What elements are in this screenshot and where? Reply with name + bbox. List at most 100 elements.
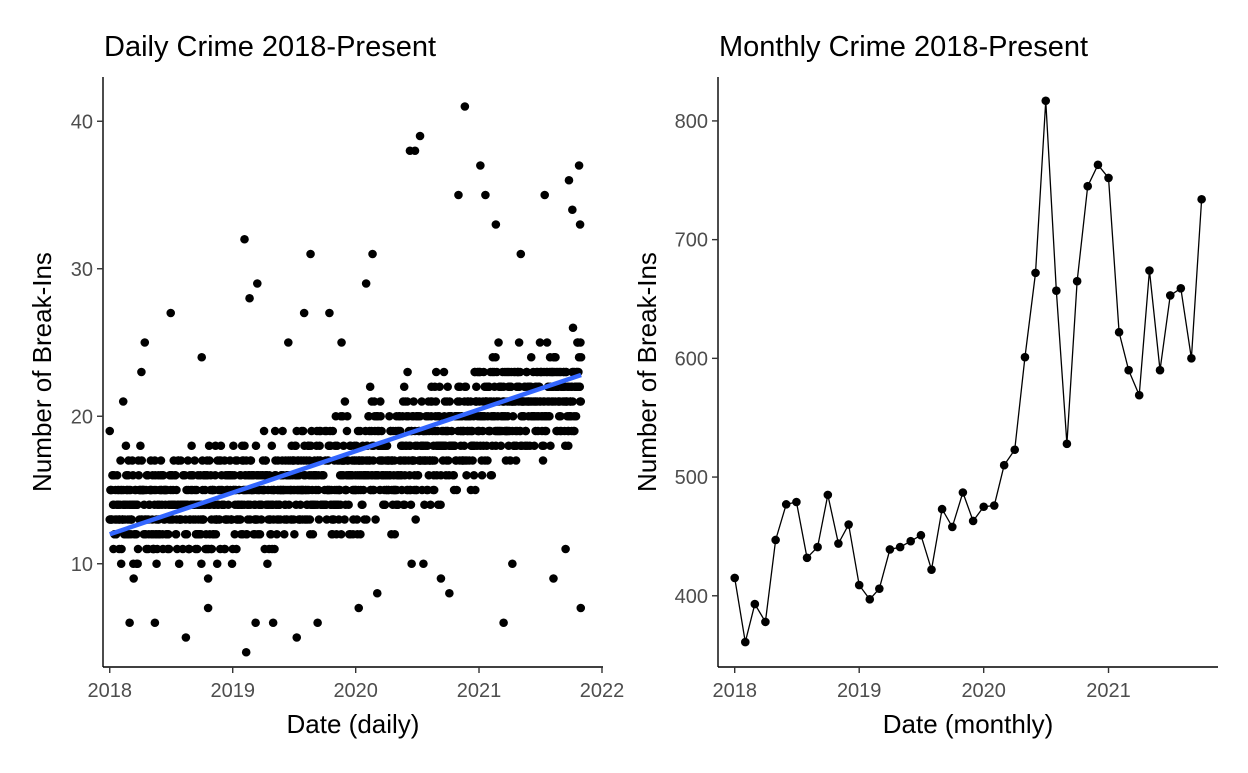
daily-point — [444, 456, 453, 465]
daily-point — [461, 382, 471, 392]
daily-point — [315, 441, 324, 451]
monthly-point — [1072, 276, 1082, 286]
monthly-point — [916, 530, 926, 540]
daily-point — [268, 618, 278, 628]
daily-point — [576, 397, 586, 406]
monthly-point — [1020, 352, 1030, 362]
daily-point — [242, 529, 252, 539]
daily-point — [483, 456, 492, 465]
monthly-point — [1010, 445, 1020, 455]
daily-point — [241, 647, 251, 657]
daily-point — [259, 426, 269, 436]
daily-point — [376, 411, 385, 421]
monthly-point — [823, 490, 833, 500]
daily-crime-panel: Daily Crime 2018-Present Date (daily) Nu… — [27, 31, 624, 739]
monthly-point — [1104, 173, 1113, 183]
monthly-x-ticks: 2018 2019 2020 2021 — [712, 667, 1131, 702]
daily-point — [403, 367, 412, 377]
daily-point — [354, 603, 364, 613]
daily-point — [477, 470, 487, 480]
daily-point — [263, 559, 272, 569]
daily-point — [298, 426, 308, 436]
daily-point — [133, 500, 142, 510]
daily-point — [257, 515, 266, 524]
daily-point — [390, 529, 400, 539]
monthly-point — [771, 535, 780, 545]
daily-point — [479, 367, 489, 377]
monthly-point — [968, 516, 978, 526]
daily-x-tick-label: 2020 — [333, 680, 378, 702]
daily-point — [361, 279, 371, 288]
daily-point — [576, 338, 585, 347]
daily-point — [319, 470, 328, 480]
monthly-x-tick-label: 2018 — [712, 680, 757, 702]
monthly-y-tick-label: 600 — [675, 348, 708, 370]
daily-point — [399, 382, 409, 392]
daily-point — [105, 426, 115, 436]
daily-point — [511, 456, 521, 465]
daily-point — [166, 308, 176, 318]
monthly-point — [750, 599, 760, 609]
daily-point — [112, 470, 122, 480]
daily-point — [454, 190, 463, 200]
daily-point — [224, 500, 233, 510]
daily-point — [576, 603, 586, 613]
monthly-point — [1083, 181, 1093, 191]
monthly-point — [1031, 268, 1040, 278]
daily-point — [436, 500, 445, 510]
daily-point — [183, 456, 193, 465]
daily-y-tick-label: 40 — [71, 111, 93, 133]
daily-point — [164, 544, 174, 554]
daily-point — [305, 515, 315, 524]
daily-point — [212, 559, 222, 569]
daily-point — [420, 500, 429, 510]
daily-point — [576, 352, 586, 362]
monthly-x-tick-label: 2019 — [837, 680, 882, 702]
daily-point — [340, 515, 349, 524]
daily-point — [568, 323, 578, 333]
daily-point — [459, 441, 469, 451]
daily-point — [150, 618, 160, 628]
daily-point — [508, 411, 518, 421]
daily-point — [171, 470, 180, 480]
daily-point — [443, 382, 452, 392]
daily-point — [172, 485, 181, 495]
daily-point — [133, 544, 143, 554]
daily-point — [232, 544, 241, 554]
daily-point — [164, 529, 173, 539]
daily-point — [385, 411, 394, 421]
daily-point — [253, 279, 262, 288]
daily-point — [529, 441, 539, 451]
daily-point — [292, 633, 302, 642]
daily-point — [471, 485, 480, 495]
daily-points-group — [105, 102, 586, 657]
daily-point — [476, 161, 485, 170]
daily-point — [377, 426, 386, 436]
daily-point — [136, 441, 145, 451]
daily-point — [116, 456, 125, 465]
monthly-x-tick-label: 2021 — [1086, 680, 1131, 702]
daily-point — [190, 456, 199, 465]
daily-point — [116, 559, 126, 569]
daily-y-tick-label: 20 — [71, 406, 93, 428]
daily-point — [284, 338, 293, 347]
daily-point — [352, 515, 362, 524]
daily-point — [187, 441, 196, 451]
daily-point — [174, 559, 184, 569]
daily-point — [368, 249, 377, 259]
daily-point — [358, 500, 367, 510]
monthly-point — [1124, 365, 1133, 375]
daily-point — [368, 456, 378, 465]
daily-point — [546, 441, 555, 451]
daily-point — [156, 456, 166, 465]
daily-point — [487, 470, 497, 480]
monthly-point — [1155, 365, 1165, 375]
daily-point — [267, 441, 277, 451]
daily-point — [211, 529, 221, 539]
daily-point — [415, 411, 425, 421]
daily-point — [575, 382, 585, 392]
daily-point — [137, 367, 146, 377]
monthly-point — [1165, 291, 1175, 300]
monthly-point — [885, 545, 895, 554]
